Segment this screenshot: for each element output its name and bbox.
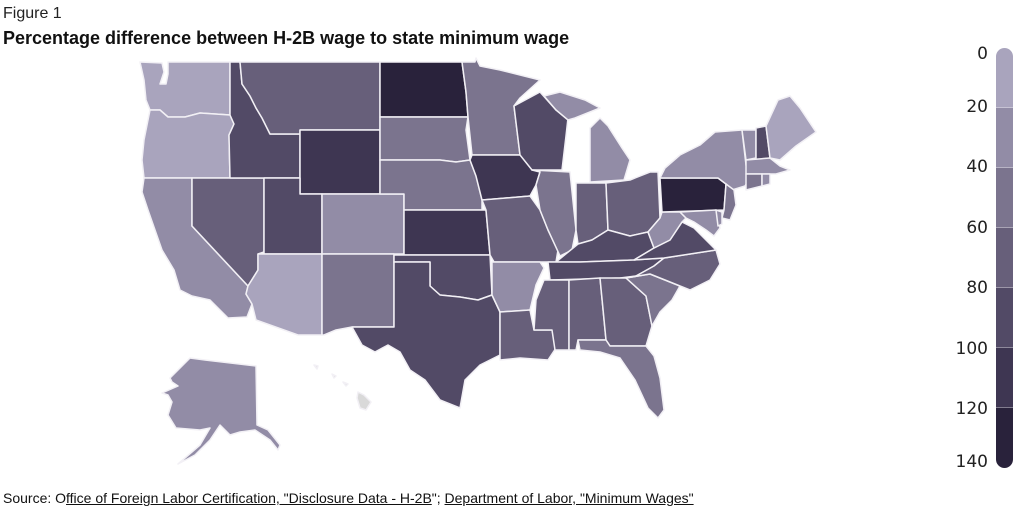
legend-tick: 60 <box>966 218 988 238</box>
state-la[interactable] <box>499 309 557 361</box>
source-separator: "; <box>431 490 445 506</box>
legend-tick: 20 <box>966 97 988 117</box>
state-nd[interactable] <box>379 61 469 118</box>
legend-band-0-20 <box>996 48 1013 108</box>
legend-band-120-140 <box>996 408 1013 468</box>
source-note: Source: Office of Foreign Labor Certific… <box>3 490 694 506</box>
state-ri[interactable] <box>761 173 771 187</box>
state-ks[interactable] <box>403 209 491 256</box>
state-hi <box>313 364 372 411</box>
legend-color-bar <box>996 48 1013 468</box>
state-co[interactable] <box>321 193 405 255</box>
legend-tick: 100 <box>955 339 988 359</box>
state-az[interactable] <box>245 253 323 336</box>
legend-band-100-120 <box>996 348 1013 408</box>
state-ma[interactable] <box>745 157 791 175</box>
source-link-oflc[interactable]: ffice of Foreign Labor Certification, "D… <box>66 490 432 506</box>
state-tx[interactable] <box>351 261 501 409</box>
state-fl[interactable] <box>577 339 665 419</box>
legend-tick: 40 <box>966 157 988 177</box>
state-wy[interactable] <box>299 129 381 195</box>
legend-band-40-60 <box>996 168 1013 228</box>
chart-title: Percentage difference between H-2B wage … <box>3 28 570 48</box>
state-nj[interactable] <box>721 183 737 221</box>
legend-band-80-100 <box>996 288 1013 348</box>
state-nm[interactable] <box>321 253 395 336</box>
state-il[interactable] <box>531 169 577 257</box>
legend-band-60-80 <box>996 228 1013 288</box>
legend-tick: 80 <box>966 278 988 298</box>
state-ar[interactable] <box>491 261 545 313</box>
state-sd[interactable] <box>379 116 471 163</box>
state-ct[interactable] <box>745 173 763 191</box>
state-me[interactable] <box>765 95 817 161</box>
state-or[interactable] <box>141 109 235 179</box>
state-ak[interactable] <box>161 357 281 465</box>
source-prefix: Source: O <box>3 490 67 506</box>
state-pa[interactable] <box>659 177 727 213</box>
figure-label: Figure 1 <box>3 5 62 22</box>
color-legend: 0 20 40 60 80 100 120 140 <box>940 40 1024 480</box>
legend-band-20-40 <box>996 108 1013 168</box>
state-nc[interactable] <box>625 249 721 291</box>
state-de[interactable] <box>715 209 723 227</box>
legend-tick: 0 <box>977 44 988 64</box>
legend-tick: 140 <box>955 452 988 472</box>
state-mn[interactable] <box>461 57 541 156</box>
legend-tick: 120 <box>955 399 988 419</box>
us-choropleth-map <box>139 57 817 465</box>
state-wa[interactable] <box>139 61 231 118</box>
state-mi[interactable] <box>543 91 631 183</box>
source-link-dol[interactable]: Department of Labor, "Minimum Wages" <box>444 490 694 506</box>
